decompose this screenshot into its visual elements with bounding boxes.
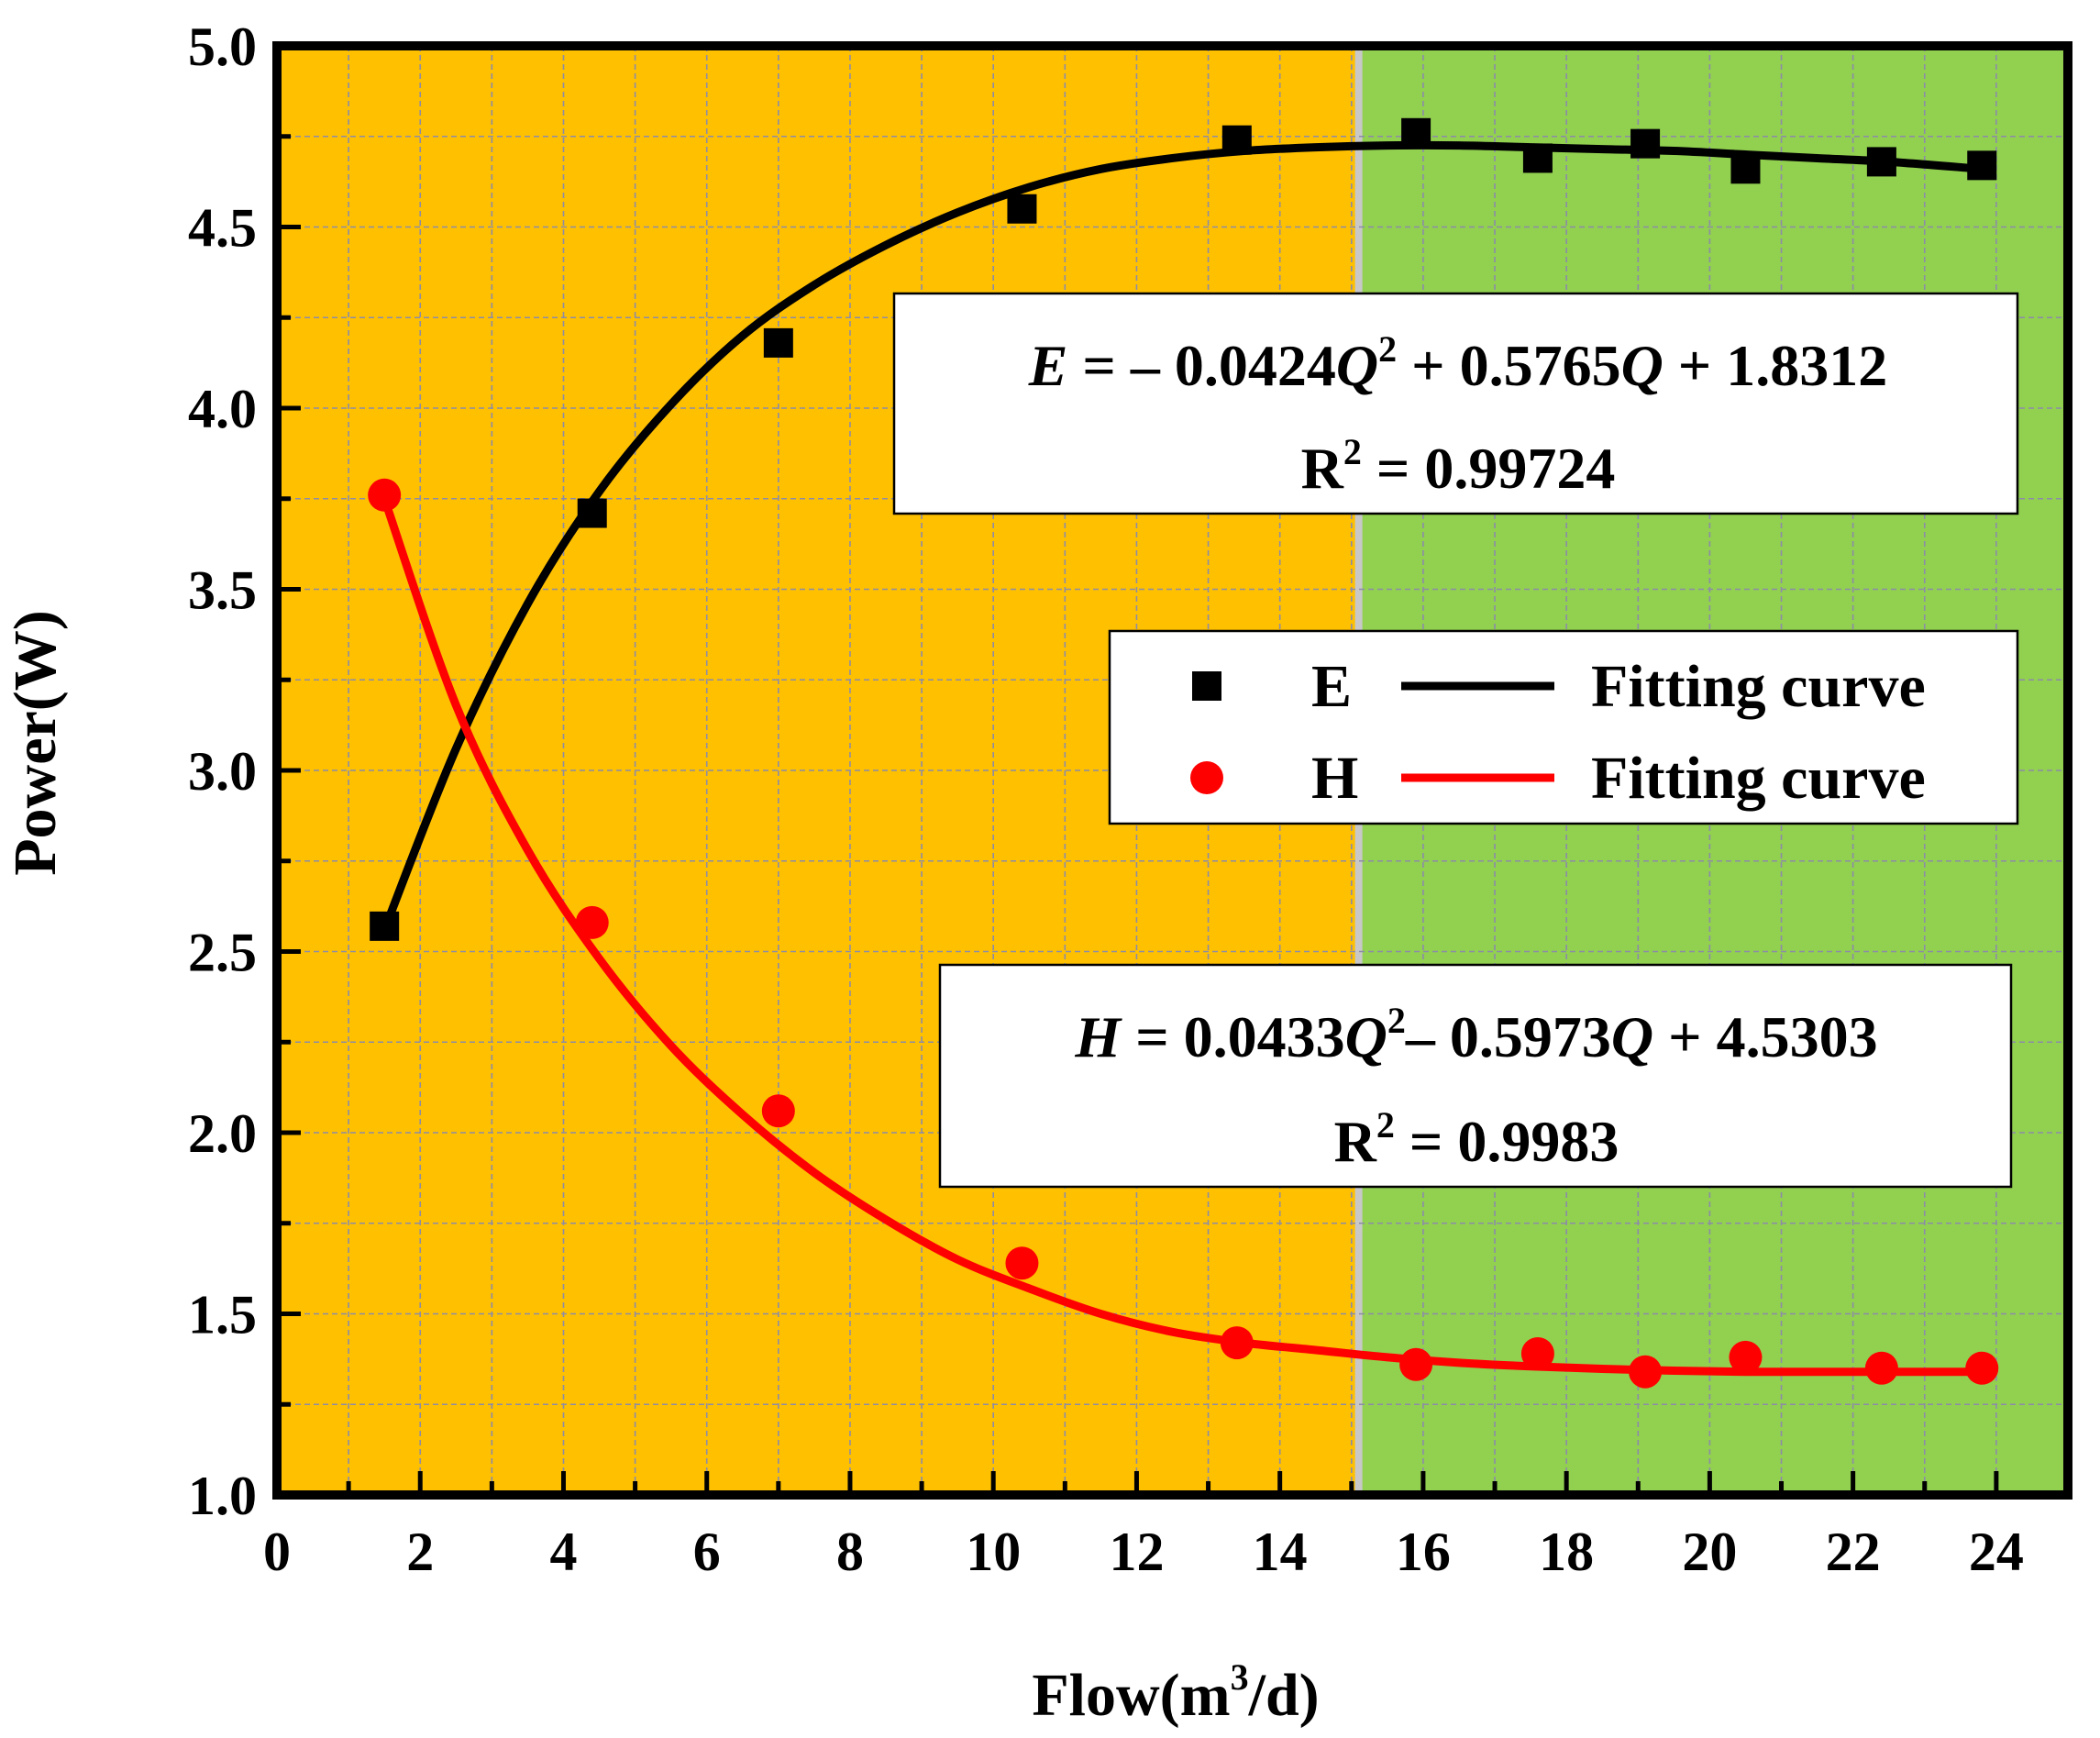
point-E — [1522, 143, 1553, 173]
x-axis-title-tail: /d) — [1248, 1662, 1320, 1729]
x-tick-label: 0 — [263, 1522, 291, 1582]
x-tick-label: 4 — [549, 1522, 577, 1582]
equation-segment: R — [1301, 436, 1344, 501]
y-tick-label: 4.0 — [188, 379, 257, 439]
y-tick-label: 3.5 — [188, 560, 257, 621]
fit-curve-H — [380, 494, 1986, 1377]
legend-line-label: Fitting curve — [1591, 653, 1926, 720]
point-H — [1520, 1336, 1554, 1370]
x-tick-label: 24 — [1969, 1522, 2024, 1582]
equation-segment: – 0.5973 — [1405, 1004, 1611, 1069]
x-tick-label: 8 — [836, 1522, 864, 1582]
equation-segment: E — [1028, 333, 1068, 398]
equation-line: H = 0.0433Q2– 0.5973Q + 4.5303 — [1074, 1000, 1877, 1069]
point-E — [1221, 125, 1252, 155]
point-E — [1401, 117, 1431, 148]
x-tick-label: 20 — [1682, 1522, 1737, 1582]
y-tick-label: 1.5 — [188, 1285, 257, 1345]
equation-segment: R — [1334, 1109, 1377, 1174]
equation-line: R2 = 0.99724 — [1301, 431, 1616, 501]
equation-segment: Q — [1345, 1004, 1387, 1069]
equation-segment: Q — [1621, 333, 1663, 398]
legend-series-label: H — [1311, 745, 1358, 812]
point-E — [1630, 128, 1661, 159]
equation-segment: = – 0.0424 — [1067, 333, 1335, 398]
equation-segment: Q — [1611, 1004, 1653, 1069]
point-E — [1967, 150, 1997, 181]
equation-segment: + 0.5765 — [1397, 333, 1620, 398]
x-axis-title: Flow(m3/d) — [1032, 1656, 1319, 1729]
point-H — [761, 1094, 795, 1128]
legend-marker-E — [1192, 671, 1221, 701]
y-tick-label: 3.0 — [188, 741, 257, 802]
point-H — [1220, 1326, 1254, 1360]
point-H — [1864, 1351, 1898, 1385]
equation-segment: Q — [1336, 333, 1378, 398]
point-E — [1007, 194, 1037, 224]
point-H — [1629, 1355, 1663, 1389]
equation-segment: + 4.5303 — [1653, 1004, 1877, 1069]
legend-line-label: Fitting curve — [1591, 745, 1926, 812]
y-tick-label: 5.0 — [188, 17, 257, 77]
equation-line: R2 = 0.9983 — [1334, 1104, 1619, 1174]
equation-segment: = 0.9983 — [1395, 1109, 1619, 1174]
x-tick-label: 16 — [1396, 1522, 1451, 1582]
x-tick-label: 10 — [966, 1522, 1021, 1582]
point-H — [368, 478, 402, 512]
equation-box-1 — [938, 963, 2013, 1189]
equation-segment: 2 — [1376, 1104, 1395, 1146]
x-tick-label: 22 — [1826, 1522, 1881, 1582]
legend-marker-H — [1190, 761, 1223, 794]
equation-segment: 2 — [1343, 431, 1362, 472]
legend-box — [1108, 629, 2019, 825]
equation-segment: H — [1074, 1004, 1122, 1069]
equation-line: E = – 0.0424Q2 + 0.5765Q + 1.8312 — [1028, 328, 1888, 398]
tick-labels: 0 2 4 6 8 10 12 14 16 18 20 22 241.01.52.02.53.03.54… — [188, 17, 2024, 1582]
equation-segment: + 1.8312 — [1663, 333, 1887, 398]
point-E — [1866, 147, 1896, 177]
data-points — [368, 117, 1999, 1389]
equation-segment: = 0.99724 — [1362, 436, 1615, 501]
point-H — [1729, 1340, 1763, 1374]
y-tick-label: 2.5 — [188, 923, 257, 983]
legend-series-label: E — [1311, 653, 1352, 720]
x-axis-title-main: Flow(m — [1032, 1662, 1230, 1729]
equation-segment: = 0.0433 — [1121, 1004, 1344, 1069]
axis-ticks — [274, 43, 2071, 1498]
x-axis-title-sup: 3 — [1231, 1656, 1249, 1698]
equation-segment: 2 — [1378, 328, 1397, 370]
point-E — [370, 911, 400, 941]
point-E — [1730, 154, 1761, 184]
equation-segment: 2 — [1387, 1000, 1406, 1041]
y-tick-label: 1.0 — [188, 1466, 257, 1526]
point-H — [1965, 1351, 1999, 1385]
point-E — [577, 498, 607, 528]
point-H — [575, 905, 609, 939]
legend: E Fitting curve H Fitting curve — [1108, 629, 2019, 825]
point-H — [1005, 1246, 1039, 1280]
x-tick-label: 18 — [1539, 1522, 1594, 1582]
y-tick-label: 4.5 — [188, 198, 257, 259]
x-tick-label: 14 — [1253, 1522, 1308, 1582]
x-tick-label: 2 — [406, 1522, 434, 1582]
y-axis-title: Power(W) — [2, 610, 69, 876]
x-tick-label: 6 — [693, 1522, 721, 1582]
y-tick-label: 2.0 — [188, 1103, 257, 1164]
x-tick-label: 12 — [1109, 1522, 1164, 1582]
equation-box-0 — [892, 292, 2019, 515]
point-E — [763, 327, 793, 358]
point-H — [1399, 1347, 1433, 1381]
